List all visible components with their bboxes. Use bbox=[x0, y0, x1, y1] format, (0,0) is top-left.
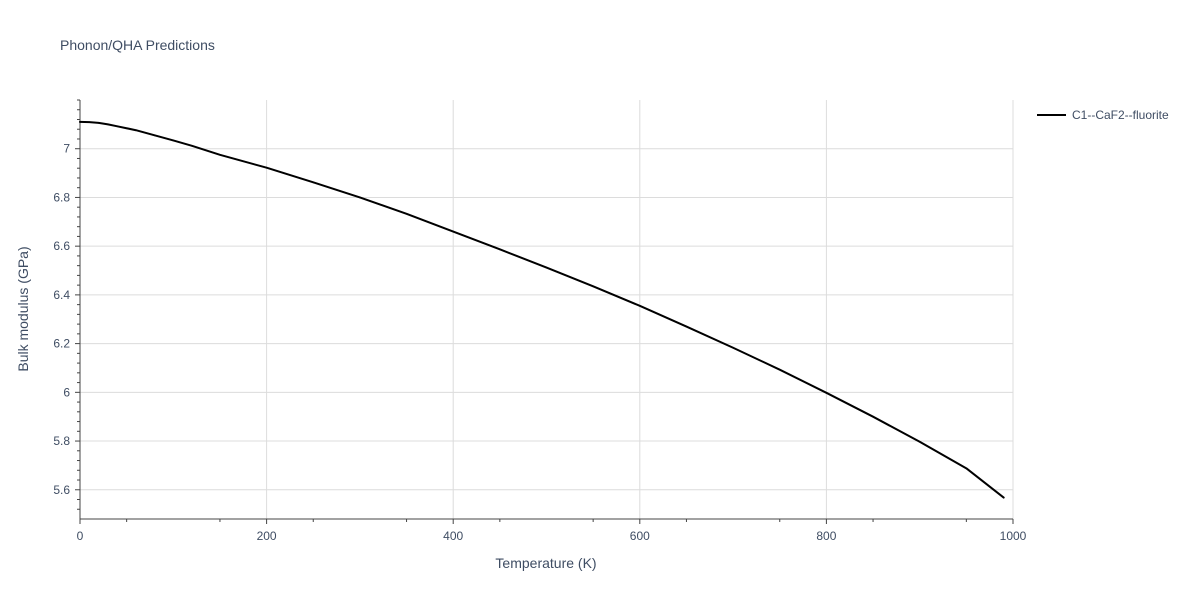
data-point bbox=[153, 134, 156, 137]
y-tick-label: 7 bbox=[63, 142, 70, 156]
data-point bbox=[172, 139, 175, 142]
data-point bbox=[312, 181, 315, 184]
x-tick-label: 200 bbox=[257, 529, 277, 543]
legend[interactable]: C1--CaF2--fluorite bbox=[1037, 108, 1169, 122]
data-point bbox=[732, 346, 734, 349]
series-layer bbox=[79, 120, 1005, 499]
data-point bbox=[872, 415, 874, 418]
data-point bbox=[88, 121, 91, 123]
data-point bbox=[499, 248, 501, 251]
data-point bbox=[639, 305, 641, 307]
data-point bbox=[592, 285, 594, 288]
data-point bbox=[191, 145, 193, 147]
y-tick-label: 6 bbox=[63, 385, 70, 399]
chart-title: Phonon/QHA Predictions bbox=[60, 37, 215, 53]
data-point bbox=[116, 125, 119, 128]
y-tick-label: 6.2 bbox=[53, 337, 70, 351]
data-point bbox=[135, 129, 137, 132]
x-tick-label: 800 bbox=[816, 529, 836, 543]
data-point bbox=[685, 325, 688, 328]
y-tick-label: 6.8 bbox=[53, 190, 70, 204]
x-tick-label: 400 bbox=[443, 529, 463, 543]
data-point bbox=[405, 212, 408, 215]
y-tick-label: 5.6 bbox=[53, 483, 70, 497]
data-point bbox=[778, 368, 781, 371]
x-tick-label: 1000 bbox=[1000, 529, 1027, 543]
x-axis-label: Temperature (K) bbox=[495, 555, 596, 571]
x-tick-label: 600 bbox=[630, 529, 650, 543]
data-point bbox=[825, 392, 828, 394]
y-tick-label: 6.4 bbox=[53, 288, 70, 302]
grid-layer bbox=[80, 100, 1014, 519]
data-point bbox=[452, 230, 455, 233]
y-axis-label: Bulk modulus (GPa) bbox=[15, 246, 31, 371]
y-tick-label: 5.8 bbox=[53, 434, 70, 448]
axis-layer: 0 200 400 600 800 1000 5.6 5.8 6 6.2 6.4 6.6 6.8 7 bbox=[53, 99, 1027, 543]
data-point bbox=[918, 440, 921, 443]
data-point bbox=[359, 196, 361, 199]
data-point bbox=[545, 266, 548, 269]
data-point bbox=[265, 166, 268, 169]
data-point bbox=[1002, 496, 1005, 499]
x-tick-label: 0 bbox=[77, 529, 84, 543]
data-point bbox=[79, 121, 81, 123]
data-point bbox=[97, 122, 100, 124]
data-point bbox=[107, 123, 109, 126]
y-tick-label: 6.6 bbox=[53, 239, 70, 253]
data-point bbox=[965, 467, 968, 470]
legend-label: C1--CaF2--fluorite bbox=[1072, 108, 1169, 122]
data-point bbox=[219, 154, 221, 156]
